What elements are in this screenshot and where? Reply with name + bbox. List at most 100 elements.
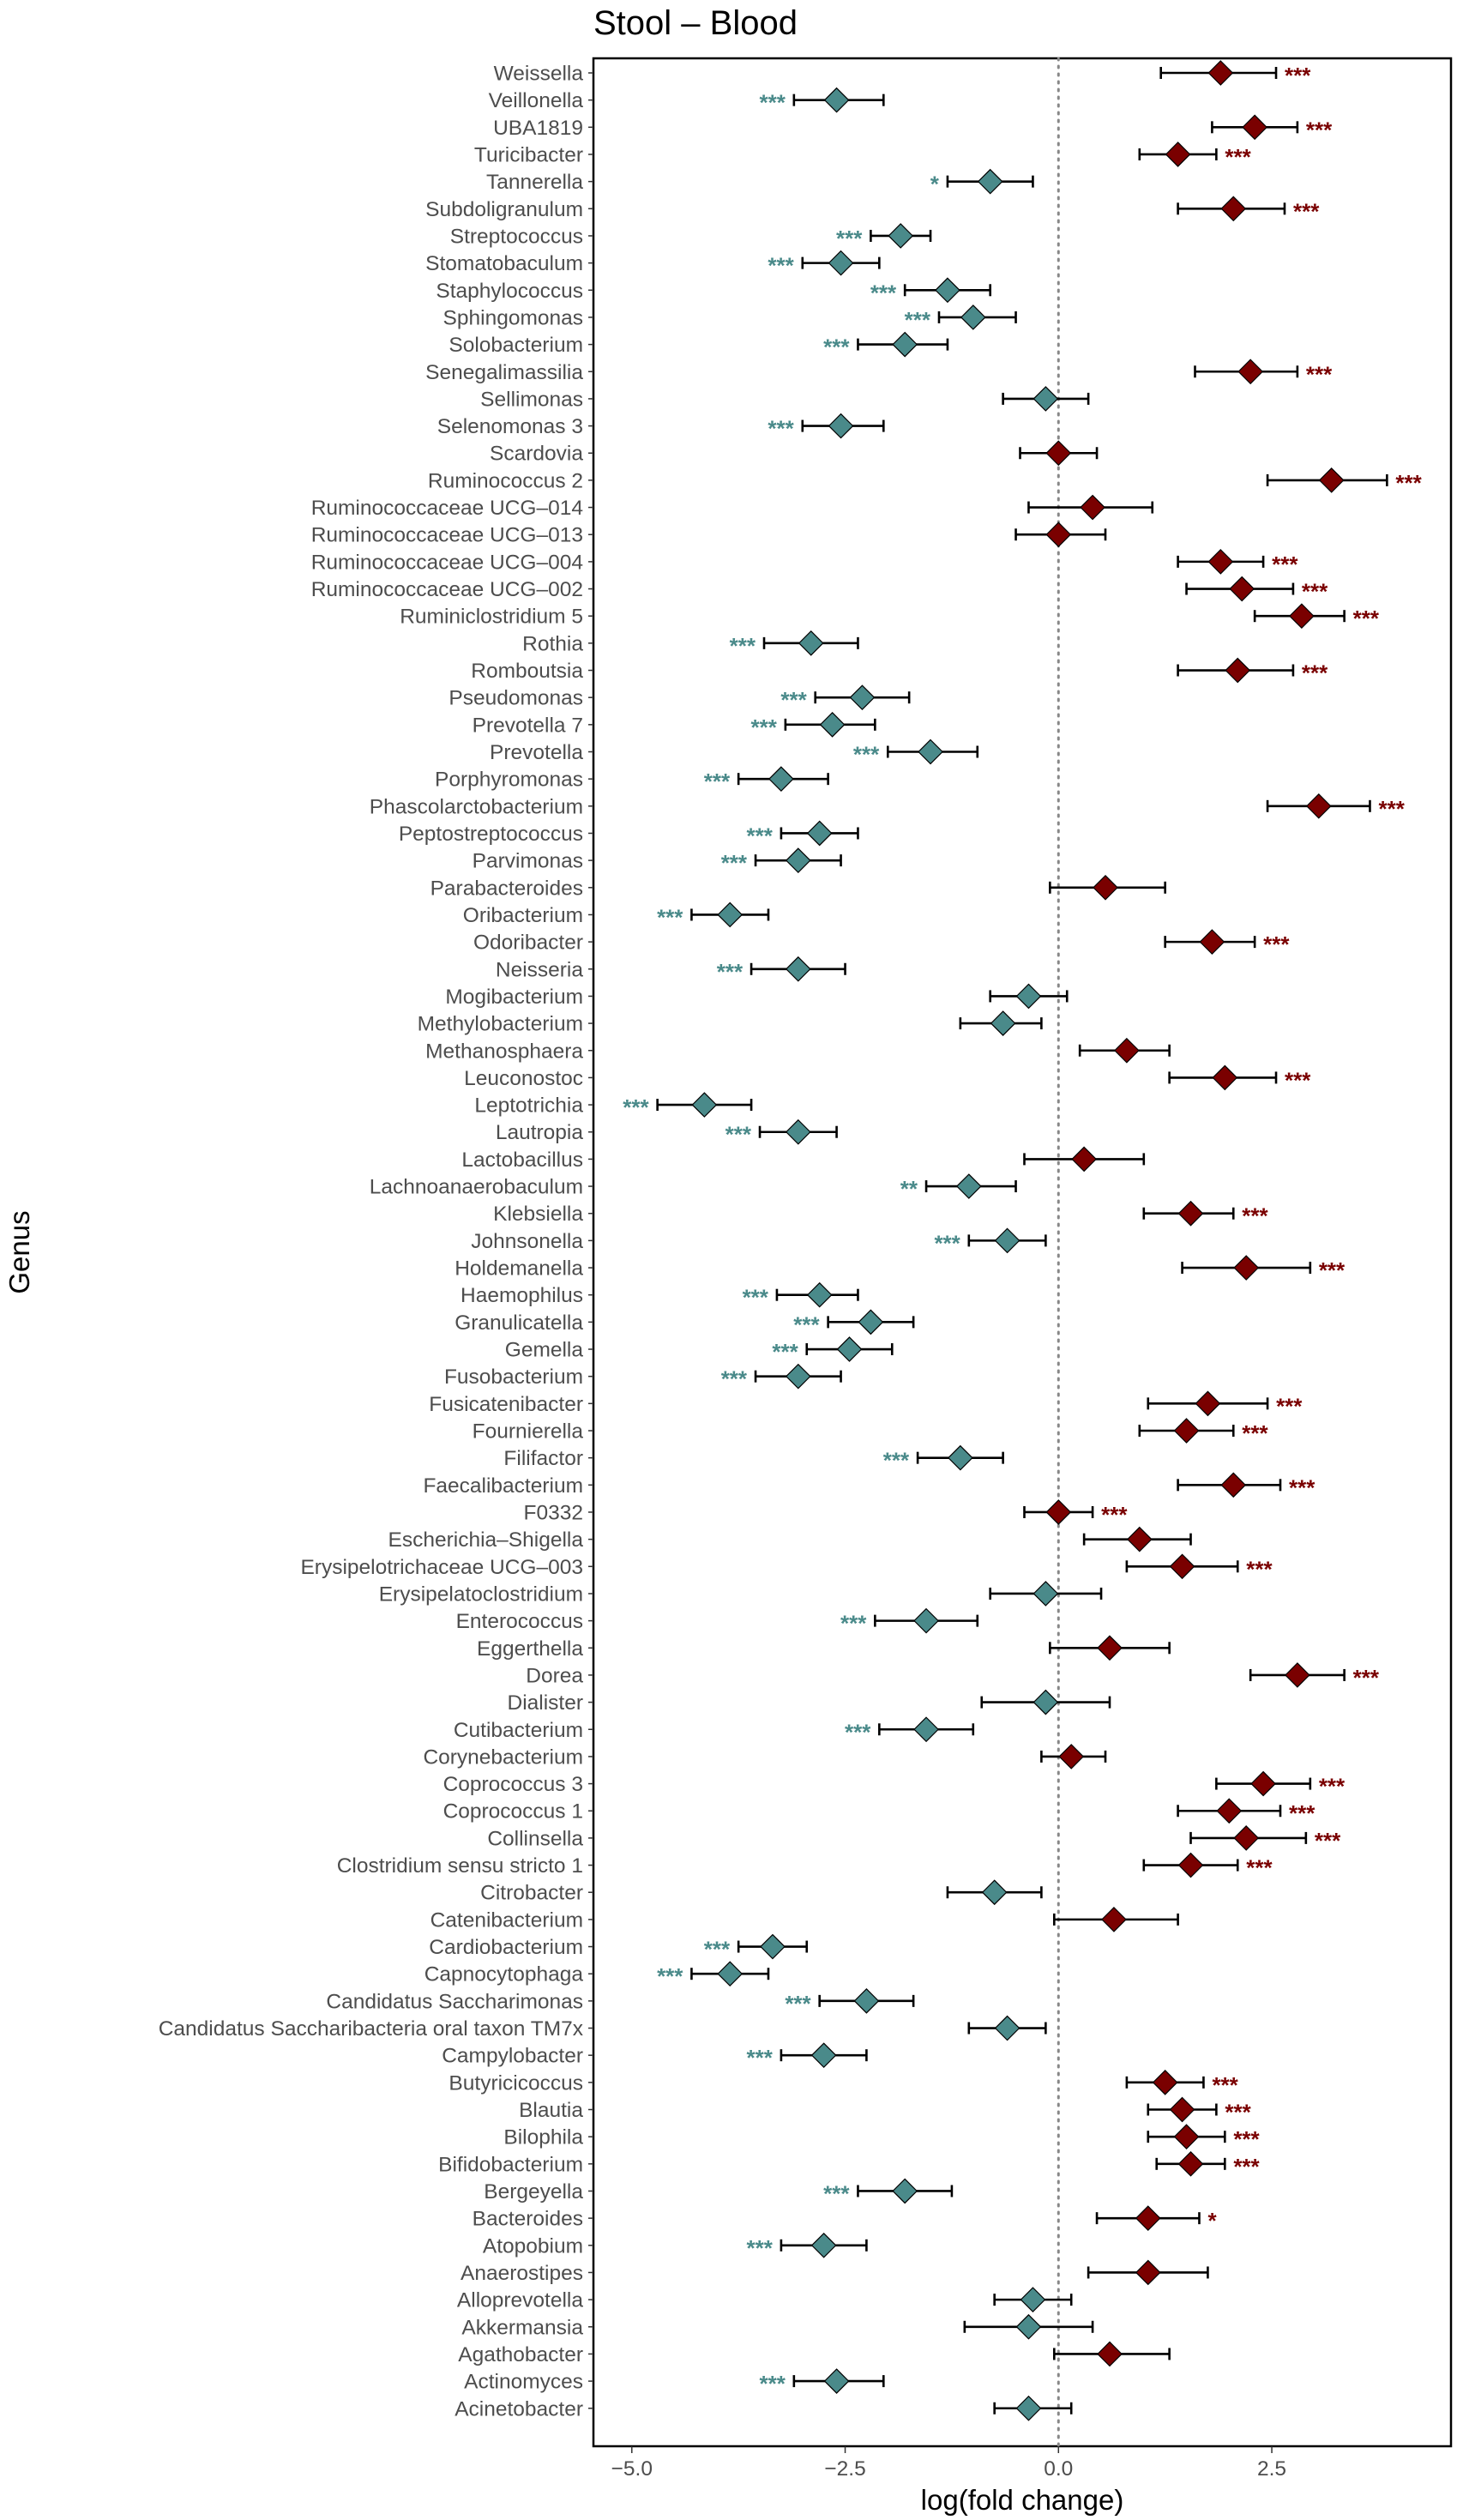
significance-label: *** bbox=[905, 307, 931, 333]
point-bergeyella: *** bbox=[823, 2178, 954, 2206]
y-tick-label-ruminococcaceae-ucg-002: Ruminococcaceae UCG–002 bbox=[311, 578, 583, 601]
estimate-diamond bbox=[981, 1879, 1008, 1906]
point-ruminococcus-2: *** bbox=[1266, 467, 1423, 496]
significance-label: *** bbox=[785, 1991, 811, 2017]
y-tick-label-campylobacter: Campylobacter bbox=[442, 2045, 583, 2068]
significance-label: *** bbox=[1263, 931, 1290, 957]
y-tick-label-ruminococcaceae-ucg-013: Ruminococcaceae UCG–013 bbox=[311, 524, 583, 547]
point-acinetobacter bbox=[993, 2395, 1073, 2421]
significance-label: *** bbox=[1319, 1774, 1346, 1800]
significance-label: *** bbox=[730, 633, 756, 659]
point-actinomyces: *** bbox=[759, 2368, 885, 2396]
y-tick-label-solobacterium: Solobacterium bbox=[449, 334, 583, 357]
point-fournierella: *** bbox=[1138, 1418, 1269, 1446]
point-leptotrichia: *** bbox=[623, 1092, 753, 1120]
y-tick-label-lautropia: Lautropia bbox=[496, 1121, 584, 1144]
y-tick-label-leptotrichia: Leptotrichia bbox=[474, 1094, 583, 1118]
y-tick-label-fusobacterium: Fusobacterium bbox=[444, 1366, 583, 1389]
y-tick-label-butyricicoccus: Butyricicoccus bbox=[449, 2071, 583, 2095]
significance-label: *** bbox=[1212, 2072, 1238, 2098]
point-veillonella: *** bbox=[759, 87, 885, 116]
significance-label: *** bbox=[1353, 1665, 1380, 1691]
estimate-diamond bbox=[1305, 793, 1332, 819]
significance-label: *** bbox=[623, 1094, 649, 1120]
y-tick-label-scardovia: Scardovia bbox=[490, 443, 583, 466]
significance-label: *** bbox=[725, 1122, 752, 1148]
point-selenomonas-3: *** bbox=[768, 413, 885, 442]
estimate-diamond bbox=[858, 1309, 884, 1335]
point-citrobacter bbox=[946, 1879, 1043, 1906]
y-tick-label-blautia: Blautia bbox=[519, 2099, 583, 2122]
significance-label: *** bbox=[1276, 1393, 1303, 1419]
estimate-diamond bbox=[1216, 1798, 1243, 1824]
point-eggerthella bbox=[1049, 1635, 1171, 1661]
significance-label: *** bbox=[1378, 796, 1405, 822]
y-tick-label-atopobium: Atopobium bbox=[483, 2234, 583, 2258]
estimate-diamond bbox=[1285, 1662, 1310, 1688]
significance-label: *** bbox=[1285, 63, 1311, 88]
estimate-diamond bbox=[768, 766, 794, 793]
estimate-diamond bbox=[1237, 359, 1264, 385]
significance-label: *** bbox=[704, 769, 731, 794]
point-coprococcus-3: *** bbox=[1215, 1770, 1346, 1800]
estimate-diamond bbox=[810, 2232, 837, 2258]
estimate-diamond bbox=[760, 1933, 786, 1960]
y-tick-label-ruminococcaceae-ucg-004: Ruminococcaceae UCG–004 bbox=[311, 551, 583, 574]
y-tick-label-methylobacterium: Methylobacterium bbox=[418, 1013, 583, 1036]
data-marks: ****************************************… bbox=[623, 60, 1423, 2421]
x-axis: −5.0 −2.5 0.0 2.5 bbox=[611, 2446, 1286, 2481]
point-cutibacterium: *** bbox=[845, 1716, 975, 1745]
y-tick-label-neisseria: Neisseria bbox=[496, 958, 583, 981]
point-catenibacterium bbox=[1053, 1907, 1179, 1932]
estimate-diamond bbox=[691, 1092, 718, 1118]
point-klebsiella: *** bbox=[1142, 1200, 1269, 1229]
estimate-diamond bbox=[1015, 2313, 1042, 2340]
y-tick-label-erysipelatoclostridium: Erysipelatoclostridium bbox=[379, 1583, 583, 1606]
y-tick-label-clostridium-sensu-stricto-1: Clostridium sensu stricto 1 bbox=[337, 1854, 583, 1878]
estimate-diamond bbox=[1199, 929, 1225, 955]
estimate-diamond bbox=[717, 1961, 744, 1987]
estimate-diamond bbox=[1058, 1744, 1085, 1769]
point-sphingomonas: *** bbox=[905, 304, 1017, 333]
point-cardiobacterium: *** bbox=[704, 1933, 809, 1962]
point-fusicatenibacter: *** bbox=[1147, 1390, 1303, 1419]
y-tick-label-candidatus-saccharibacteria-oral-taxon-tm7x: Candidatus Saccharibacteria oral taxon T… bbox=[159, 2017, 583, 2041]
point-odoribacter: *** bbox=[1164, 929, 1290, 957]
y-tick-label-mogibacterium: Mogibacterium bbox=[445, 986, 583, 1009]
y-tick-label-turicibacter: Turicibacter bbox=[474, 143, 583, 166]
y-tick-label-uba1819: UBA1819 bbox=[493, 117, 583, 140]
significance-label: *** bbox=[768, 253, 794, 279]
estimate-diamond bbox=[1097, 2341, 1123, 2367]
y-tick-label-fusicatenibacter: Fusicatenibacter bbox=[429, 1393, 583, 1416]
y-tick-label-cutibacterium: Cutibacterium bbox=[454, 1719, 583, 1742]
estimate-diamond bbox=[785, 847, 811, 873]
point-escherichia-shigella bbox=[1082, 1526, 1192, 1552]
estimate-diamond bbox=[1033, 1689, 1059, 1715]
y-tick-label-ruminococcaceae-ucg-014: Ruminococcaceae UCG–014 bbox=[311, 497, 583, 520]
y-tick-label-ruminiclostridium-5: Ruminiclostridium 5 bbox=[400, 606, 583, 629]
point-atopobium: *** bbox=[747, 2232, 868, 2261]
point-scardovia bbox=[1019, 440, 1099, 467]
estimate-diamond bbox=[849, 684, 876, 711]
estimate-diamond bbox=[1173, 1418, 1200, 1444]
estimate-diamond bbox=[828, 413, 854, 439]
estimate-diamond bbox=[1097, 1635, 1123, 1661]
point-dialister bbox=[980, 1689, 1111, 1715]
point-peptostreptococcus: *** bbox=[747, 820, 859, 848]
point-ruminiclostridium-5: *** bbox=[1253, 603, 1380, 631]
point-romboutsia: *** bbox=[1177, 657, 1328, 686]
x-tick-label: −5.0 bbox=[611, 2457, 653, 2481]
y-tick-label-akkermansia: Akkermansia bbox=[461, 2316, 583, 2339]
estimate-diamond bbox=[1195, 1390, 1221, 1417]
point-ruminococcaceae-ucg-013 bbox=[1014, 521, 1107, 548]
significance-label: *** bbox=[1315, 1828, 1341, 1854]
estimate-diamond bbox=[1250, 1770, 1276, 1797]
y-tick-label-erysipelotrichaceae-ucg-003: Erysipelotrichaceae UCG–003 bbox=[300, 1556, 583, 1579]
y-tick-label-bergeyella: Bergeyella bbox=[484, 2180, 583, 2203]
estimate-diamond bbox=[717, 901, 744, 928]
y-tick-label-bilophila: Bilophila bbox=[503, 2126, 583, 2149]
point-tannerella: * bbox=[930, 168, 1034, 197]
estimate-diamond bbox=[1225, 657, 1251, 684]
significance-label: *** bbox=[657, 904, 683, 930]
point-faecalibacterium: *** bbox=[1177, 1472, 1315, 1500]
